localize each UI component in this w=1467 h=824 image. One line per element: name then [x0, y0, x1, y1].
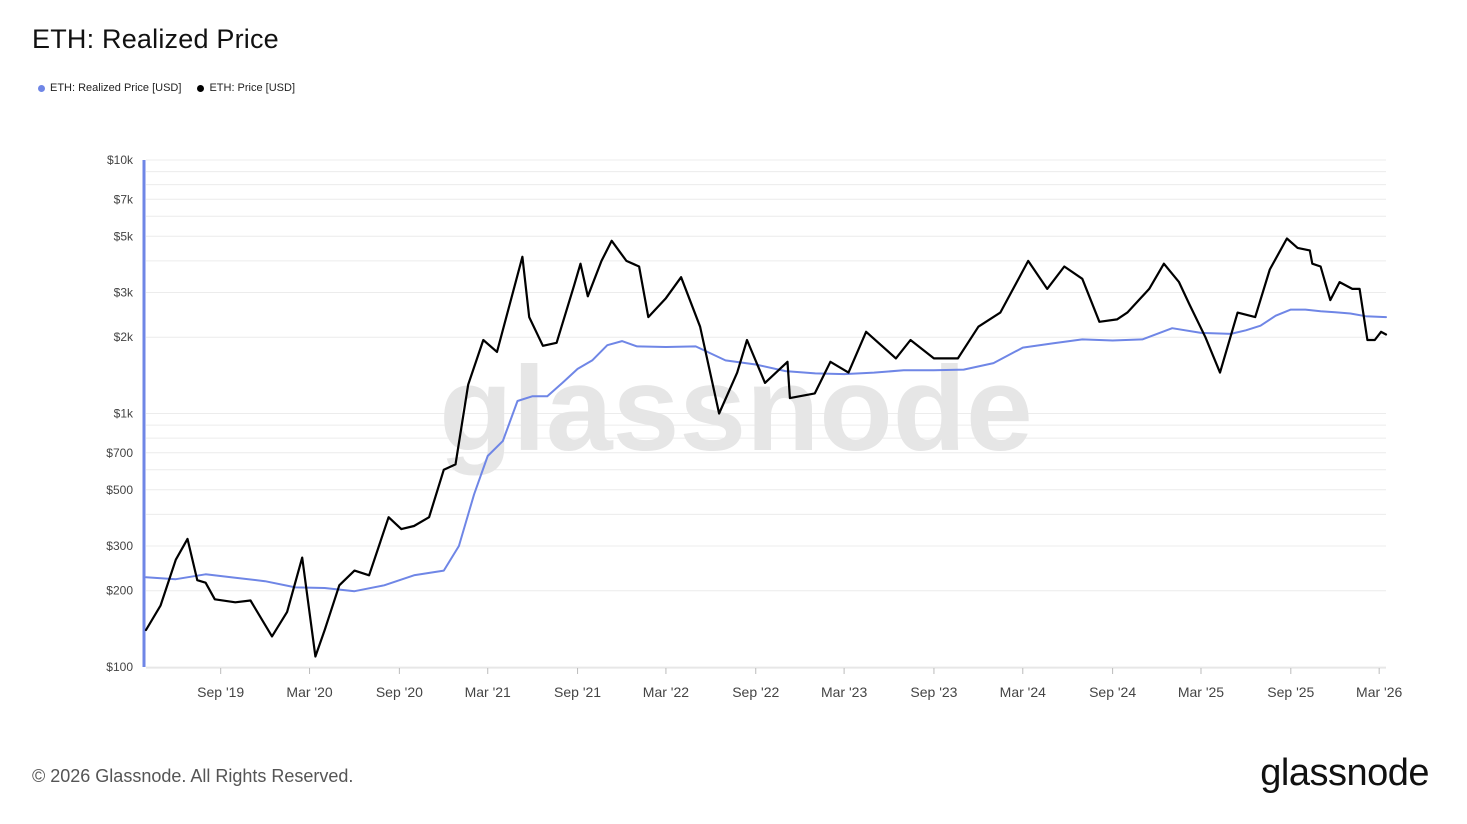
legend-item-price[interactable]: ETH: Price [USD] — [197, 82, 295, 94]
legend-label-realized-price: ETH: Realized Price [USD] — [50, 82, 182, 94]
x-tick-label: Mar '22 — [643, 684, 689, 700]
chart-legend: ETH: Realized Price [USD] ETH: Price [US… — [38, 82, 295, 94]
x-tick-label: Mar '21 — [465, 684, 511, 700]
y-tick-label: $200 — [106, 584, 133, 598]
y-tick-label: $3k — [114, 286, 134, 300]
y-tick-label: $300 — [106, 539, 133, 553]
x-tick-label: Mar '24 — [1000, 684, 1046, 700]
x-tick-label: Sep '23 — [910, 684, 957, 700]
y-tick-label: $700 — [106, 446, 133, 460]
legend-label-price: ETH: Price [USD] — [209, 82, 296, 94]
x-tick-label: Sep '21 — [554, 684, 601, 700]
brand-logo: glassnode — [1260, 752, 1429, 794]
y-tick-label: $10k — [107, 153, 134, 167]
x-tick-label: Sep '19 — [197, 684, 244, 700]
y-tick-label: $500 — [106, 483, 133, 497]
y-tick-label: $2k — [114, 330, 134, 344]
x-tick-label: Sep '24 — [1089, 684, 1136, 700]
y-tick-label: $7k — [114, 192, 134, 206]
x-tick-label: Sep '25 — [1267, 684, 1314, 700]
chart-title: ETH: Realized Price — [32, 24, 279, 54]
x-tick-label: Sep '22 — [732, 684, 779, 700]
x-tick-label: Mar '25 — [1178, 684, 1224, 700]
x-tick-label: Sep '20 — [376, 684, 423, 700]
legend-dot-realized-price — [38, 84, 45, 92]
legend-item-realized-price[interactable]: ETH: Realized Price [USD] — [38, 82, 181, 94]
watermark-text: glassnode — [439, 342, 1033, 476]
x-tick-label: Mar '26 — [1356, 684, 1402, 700]
x-tick-label: Mar '23 — [821, 684, 867, 700]
y-tick-label: $100 — [106, 660, 133, 674]
series-line-price — [144, 237, 1388, 658]
y-tick-label: $1k — [114, 407, 134, 421]
y-tick-label: $5k — [114, 229, 134, 243]
copyright-text: © 2026 Glassnode. All Rights Reserved. — [32, 766, 354, 786]
x-tick-label: Mar '20 — [286, 684, 332, 700]
legend-dot-price — [197, 84, 205, 92]
